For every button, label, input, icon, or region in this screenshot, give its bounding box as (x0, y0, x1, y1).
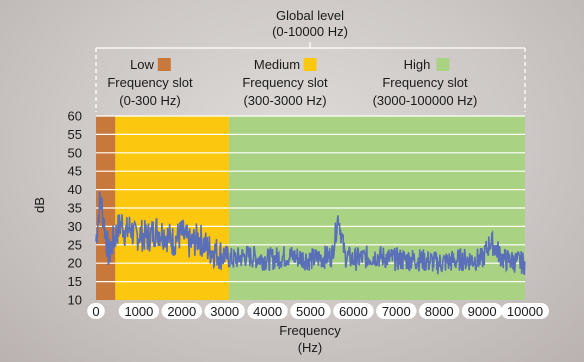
y-tick-label: 60 (68, 109, 82, 124)
band-name-high: High (404, 57, 431, 72)
x-tick-pill (501, 303, 549, 319)
x-tick-label: 4000 (253, 304, 282, 319)
chart-subtitle: (0-10000 Hz) (272, 24, 348, 39)
band-range-high: (3000-100000 Hz) (373, 93, 478, 108)
y-axis-label: dB (32, 197, 47, 213)
y-tick-label: 15 (68, 274, 82, 289)
x-axis-label: Frequency (279, 323, 341, 338)
x-tick-pill (87, 303, 105, 319)
y-tick-label: 50 (68, 145, 82, 160)
x-axis-unit: (Hz) (298, 340, 323, 355)
x-tick-pill (204, 303, 245, 319)
band-swatch-low (157, 58, 171, 71)
series-line (95, 191, 526, 275)
band-range-medium: (300-3000 Hz) (243, 93, 326, 108)
y-tick-label: 30 (68, 219, 82, 234)
y-tick-label: 25 (68, 237, 82, 252)
x-tick-pill (290, 303, 331, 319)
x-tick-label: 5000 (296, 304, 325, 319)
x-tick-label: 8000 (425, 304, 454, 319)
band-swatch-high (436, 58, 450, 71)
band-range-low: (0-300 Hz) (119, 93, 180, 108)
band-slot-label-high: Frequency slot (382, 75, 468, 90)
band-swatch-medium (303, 58, 317, 71)
band-name-low: Low (130, 57, 154, 72)
y-tick-label: 45 (68, 164, 82, 179)
y-tick-label: 35 (68, 201, 82, 216)
x-tick-label: 7000 (382, 304, 411, 319)
x-tick-pill (333, 303, 374, 319)
y-tick-label: 10 (68, 293, 82, 308)
x-tick-pill (161, 303, 202, 319)
x-tick-pill (118, 303, 160, 319)
x-tick-label: 10000 (507, 304, 543, 319)
x-tick-pill (419, 303, 460, 319)
band-name-medium: Medium (254, 57, 300, 72)
x-tick-pill (461, 303, 503, 319)
x-tick-pill (247, 303, 288, 319)
chart-title: Global level (276, 8, 344, 23)
y-tick-label: 40 (68, 182, 82, 197)
band-slot-label-low: Frequency slot (107, 75, 193, 90)
x-tick-label: 0 (92, 304, 99, 319)
global-bracket (95, 42, 526, 112)
x-tick-label: 6000 (339, 304, 368, 319)
x-tick-label: 1000 (124, 304, 153, 319)
x-tick-pill (376, 303, 417, 319)
x-tick-label: 2000 (167, 304, 196, 319)
x-tick-label: 9000 (468, 304, 497, 319)
y-tick-label: 55 (68, 127, 82, 142)
band-slot-label-medium: Frequency slot (242, 75, 328, 90)
x-tick-label: 3000 (210, 304, 239, 319)
y-tick-label: 20 (68, 256, 82, 271)
